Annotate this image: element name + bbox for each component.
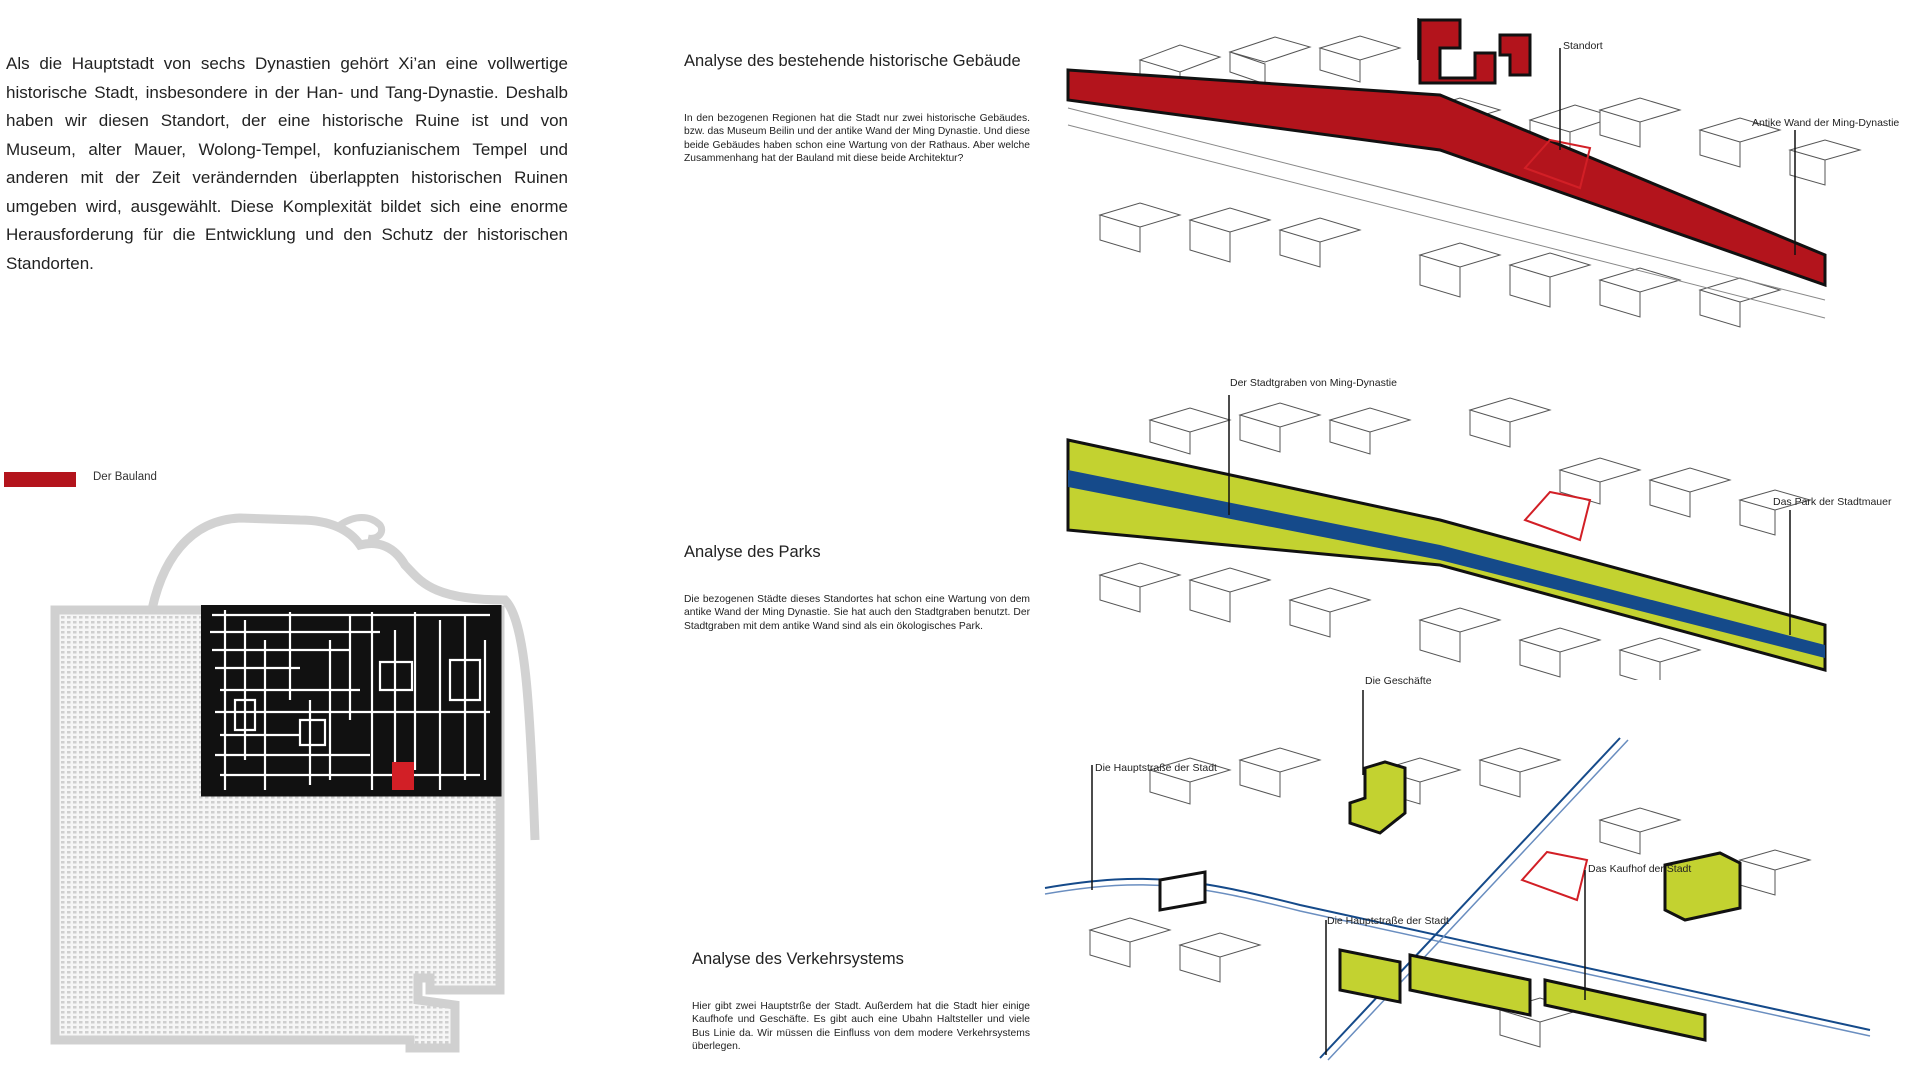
callout-geschaefte: Die Geschäfte [1365,675,1432,687]
callout-hauptstrasse-2: Die Hauptstraße der Stadt [1327,915,1449,927]
section-body-parks: Die bezogenen Städte dieses Standortes h… [684,594,1030,632]
intro-paragraph: Als die Hauptstadt von sechs Dynastien g… [6,54,568,273]
callout-standort: Standort [1563,40,1603,52]
section-title-traffic: Analyse des Verkehrsystems [692,950,904,968]
callout-kaufhof: Das Kaufhof der Stadt [1588,863,1692,875]
section-body-traffic: Hier gibt zwei Hauptstrße der Stadt. Auß… [692,1001,1030,1053]
legend-swatch-bauland [4,472,76,487]
callout-stadtgraben: Der Stadtgraben von Ming-Dynastie [1230,377,1397,389]
section-body-buildings: In den bezogenen Regionen hat die Stadt … [684,113,1030,165]
section-title-buildings: Analyse des bestehende historische Gebäu… [684,52,1021,70]
axonometric-historic-buildings [1066,18,1862,328]
callout-park-stadtmauer: Das Park der Stadtmauer [1773,496,1892,508]
city-site-plan [50,513,540,1053]
legend-label: Der Bauland [93,471,157,483]
axonometric-park-analysis [1066,395,1827,680]
callout-antike-wand: Antike Wand der Ming-Dynastie [1752,117,1900,129]
section-title-parks: Analyse des Parks [684,543,821,561]
callout-hauptstrasse-1: Die Hauptstraße der Stadt [1095,762,1217,774]
axonometric-traffic-system [1044,690,1871,1061]
